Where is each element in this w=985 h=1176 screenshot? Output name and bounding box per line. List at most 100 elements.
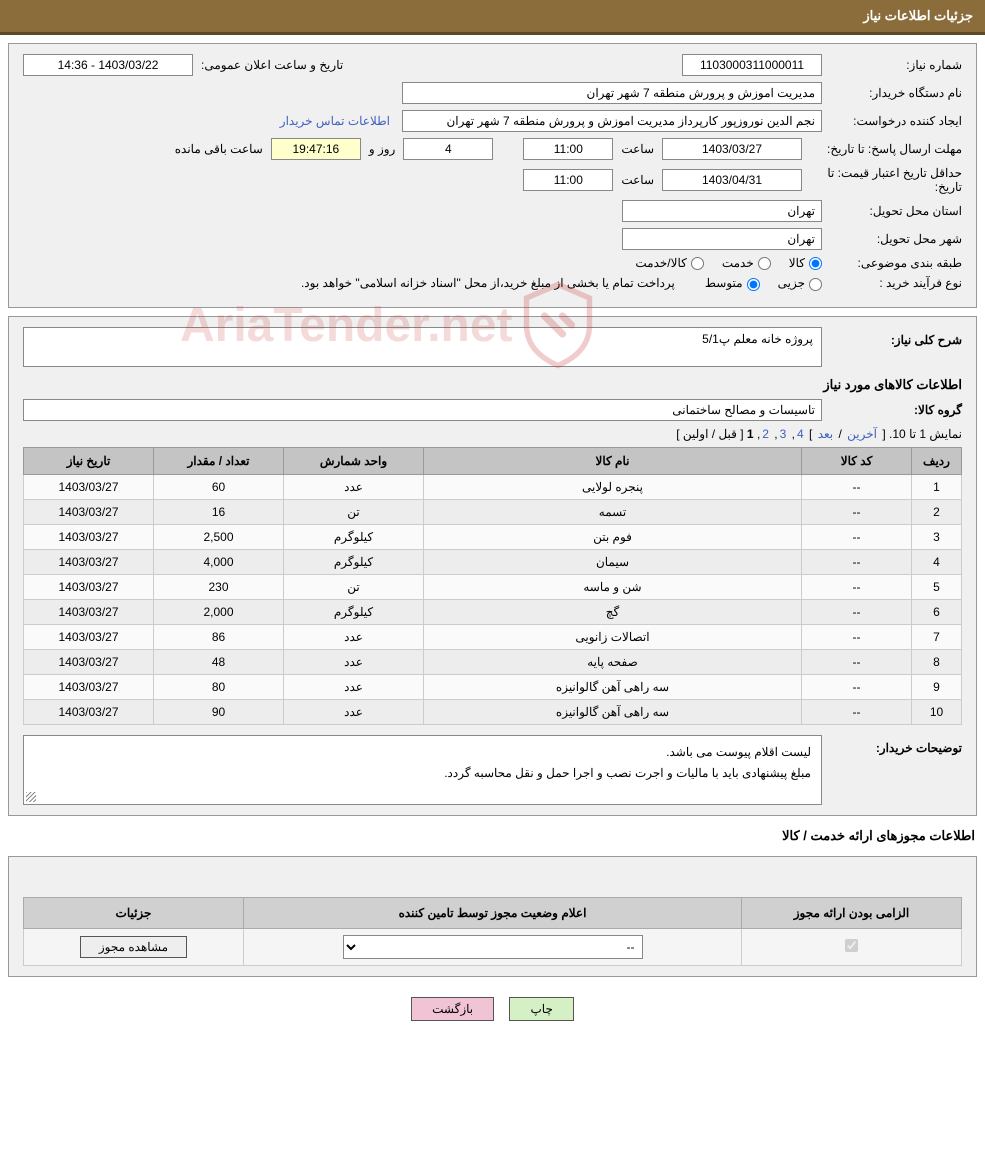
cell-unit: کیلوگرم [284, 524, 424, 549]
validity-date: 1403/04/31 [662, 169, 802, 191]
cell-qty: 80 [154, 674, 284, 699]
need-number-label: شماره نیاز: [822, 58, 962, 72]
days-and-label: روز و [369, 142, 396, 156]
pager: نمایش 1 تا 10. [ آخرین / بعد ] 4, 3, 2, … [23, 427, 962, 441]
cell-code: -- [802, 549, 912, 574]
cat-service-option[interactable]: خدمت [722, 256, 771, 270]
cell-qty: 90 [154, 699, 284, 724]
cell-name: گچ [424, 599, 802, 624]
cell-qty: 4,000 [154, 549, 284, 574]
print-button[interactable]: چاپ [509, 997, 573, 1021]
cell-code: -- [802, 624, 912, 649]
overview-value: پروژه خانه معلم پ5/1 [23, 327, 822, 367]
cell-name: سه راهی آهن گالوانیزه [424, 699, 802, 724]
th-qty: تعداد / مقدار [154, 447, 284, 474]
pager-page-3[interactable]: 3 [780, 427, 787, 441]
deadline-time-label: ساعت [621, 142, 654, 156]
cell-code: -- [802, 699, 912, 724]
cell-n: 9 [912, 674, 962, 699]
cell-name: پنجره لولایی [424, 474, 802, 499]
proc-medium-radio[interactable] [747, 278, 760, 291]
cell-date: 1403/03/27 [24, 699, 154, 724]
th-details: جزئیات [24, 897, 244, 928]
items-section-title: اطلاعات کالاهای مورد نیاز [23, 377, 962, 393]
licenses-section-title: اطلاعات مجوزهای ارائه خدمت / کالا [10, 824, 975, 848]
cat-both-radio[interactable] [691, 257, 704, 270]
buyer-notes-line1: لیست اقلام پیوست می باشد. [34, 742, 811, 764]
cell-unit: تن [284, 574, 424, 599]
cell-unit: عدد [284, 474, 424, 499]
cell-date: 1403/03/27 [24, 649, 154, 674]
validity-time-label: ساعت [621, 173, 654, 187]
table-row: 6--گچکیلوگرم2,0001403/03/27 [24, 599, 962, 624]
city-value: تهران [622, 228, 822, 250]
proc-medium-option[interactable]: متوسط [705, 276, 760, 290]
proc-minor-option[interactable]: جزیی [778, 276, 822, 290]
cell-name: اتصالات زانویی [424, 624, 802, 649]
page-title: جزئیات اطلاعات نیاز [863, 8, 973, 23]
licenses-table: الزامی بودن ارائه مجوز اعلام وضعیت مجوز … [23, 897, 962, 966]
category-label: طبقه بندی موضوعی: [822, 256, 962, 270]
th-name: نام کالا [424, 447, 802, 474]
pager-first: اولین [683, 427, 709, 441]
cell-n: 10 [912, 699, 962, 724]
cat-service-radio[interactable] [758, 257, 771, 270]
buyer-notes-line2: مبلغ پیشنهادی باید با مالیات و اجرت نصب … [34, 763, 811, 785]
cell-date: 1403/03/27 [24, 474, 154, 499]
back-button[interactable]: بازگشت [411, 997, 494, 1021]
licenses-panel: الزامی بودن ارائه مجوز اعلام وضعیت مجوز … [8, 856, 977, 977]
buyer-contact-link[interactable]: اطلاعات تماس خریدار [280, 114, 390, 128]
cell-date: 1403/03/27 [24, 599, 154, 624]
announce-value: 1403/03/22 - 14:36 [23, 54, 193, 76]
cell-name: تسمه [424, 499, 802, 524]
cell-code: -- [802, 674, 912, 699]
cell-code: -- [802, 474, 912, 499]
process-note: پرداخت تمام یا بخشی از مبلغ خرید،از محل … [301, 276, 675, 290]
cat-goods-option[interactable]: کالا [789, 256, 822, 270]
buyer-org-label: نام دستگاه خریدار: [822, 86, 962, 100]
province-label: استان محل تحویل: [822, 204, 962, 218]
days-remaining: 4 [403, 138, 493, 160]
info-panel: شماره نیاز: 1103000311000011 تاریخ و ساع… [8, 43, 977, 308]
pager-page-4[interactable]: 4 [797, 427, 804, 441]
pager-last[interactable]: آخرین [847, 427, 877, 441]
cell-name: شن و ماسه [424, 574, 802, 599]
need-number-value: 1103000311000011 [682, 54, 822, 76]
deadline-time: 11:00 [523, 138, 613, 160]
pager-page-1: 1 [747, 427, 754, 441]
cell-date: 1403/03/27 [24, 574, 154, 599]
cell-date: 1403/03/27 [24, 549, 154, 574]
buyer-notes-label: توضیحات خریدار: [822, 735, 962, 755]
pager-page-2[interactable]: 2 [762, 427, 769, 441]
pager-next[interactable]: بعد [818, 427, 833, 441]
cell-date: 1403/03/27 [24, 674, 154, 699]
table-row: 10--سه راهی آهن گالوانیزهعدد901403/03/27 [24, 699, 962, 724]
view-license-button[interactable]: مشاهده مجوز [80, 936, 187, 958]
validity-time: 11:00 [523, 169, 613, 191]
cell-unit: تن [284, 499, 424, 524]
cat-goods-radio[interactable] [809, 257, 822, 270]
cell-unit: عدد [284, 699, 424, 724]
proc-minor-radio[interactable] [809, 278, 822, 291]
cell-unit: عدد [284, 649, 424, 674]
time-remaining: 19:47:16 [271, 138, 361, 160]
group-label: گروه کالا: [822, 403, 962, 417]
page-title-bar: جزئیات اطلاعات نیاز [0, 0, 985, 35]
cat-both-option[interactable]: کالا/خدمت [635, 256, 703, 270]
remaining-suffix: ساعت باقی مانده [175, 142, 263, 156]
table-row: 7--اتصالات زانوییعدد861403/03/27 [24, 624, 962, 649]
cell-n: 2 [912, 499, 962, 524]
requester-label: ایجاد کننده درخواست: [822, 114, 962, 128]
cell-qty: 86 [154, 624, 284, 649]
cell-n: 4 [912, 549, 962, 574]
cell-n: 7 [912, 624, 962, 649]
table-row: 8--صفحه پایهعدد481403/03/27 [24, 649, 962, 674]
cell-name: صفحه پایه [424, 649, 802, 674]
resize-handle-icon [26, 792, 36, 802]
th-unit: واحد شمارش [284, 447, 424, 474]
announce-label: تاریخ و ساعت اعلان عمومی: [201, 58, 343, 72]
status-select[interactable]: -- [343, 935, 643, 959]
buyer-notes-box: لیست اقلام پیوست می باشد. مبلغ پیشنهادی … [23, 735, 822, 805]
th-row: ردیف [912, 447, 962, 474]
table-row: 9--سه راهی آهن گالوانیزهعدد801403/03/27 [24, 674, 962, 699]
